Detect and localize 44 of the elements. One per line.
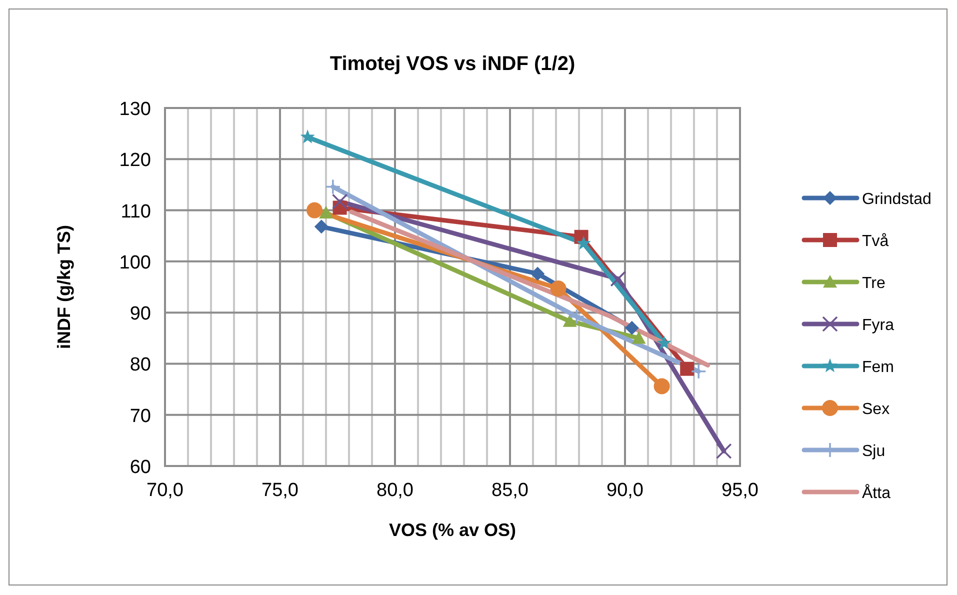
point — [319, 206, 333, 218]
y-tick-label: 70 — [130, 406, 151, 427]
legend-label: Två — [862, 233, 889, 250]
legend-label: Fyra — [862, 317, 894, 334]
point — [314, 220, 328, 234]
y-tick-label: 110 — [120, 201, 151, 222]
point — [332, 194, 348, 210]
legend-label: Åtta — [862, 484, 891, 502]
point — [680, 362, 694, 376]
point — [562, 314, 577, 327]
x-tick-label: 95,0 — [722, 480, 758, 501]
y-tick-label: 80 — [130, 354, 151, 376]
x-axis-title: VOS (% av OS) — [388, 520, 516, 540]
y-tick-label: 120 — [119, 150, 151, 172]
point — [632, 331, 646, 344]
x-tick-label: 90,0 — [606, 480, 644, 501]
legend-label: Tre — [862, 275, 886, 292]
point — [325, 178, 341, 195]
point — [690, 363, 706, 380]
legend-label: Fem — [862, 359, 894, 376]
point — [568, 308, 585, 325]
point — [306, 202, 322, 218]
chart-title: Timotej VOS vs iNDF (1/2) — [330, 53, 576, 75]
point — [656, 336, 672, 350]
point — [716, 443, 732, 460]
legend-label: Sju — [862, 443, 886, 460]
y-tick-label: 100 — [119, 252, 151, 274]
legend-label: Grindstad — [862, 191, 932, 208]
x-tick-label: 75,0 — [262, 480, 298, 501]
y-tick-label: 90 — [130, 304, 151, 325]
x-tick-label: 85,0 — [492, 480, 528, 501]
point — [624, 320, 639, 335]
legend-label: Sex — [862, 401, 890, 418]
y-axis-title: iNDF (g/kg TS) — [54, 225, 74, 349]
point — [654, 378, 670, 394]
x-tick-label: 70,0 — [146, 480, 184, 501]
point — [530, 266, 545, 281]
point — [300, 129, 315, 144]
x-tick-label: 80,0 — [376, 480, 414, 501]
point — [576, 236, 591, 250]
point — [610, 270, 626, 287]
y-tick-label: 130 — [119, 99, 151, 120]
point — [550, 280, 566, 297]
y-tick-label: 60 — [130, 457, 151, 478]
